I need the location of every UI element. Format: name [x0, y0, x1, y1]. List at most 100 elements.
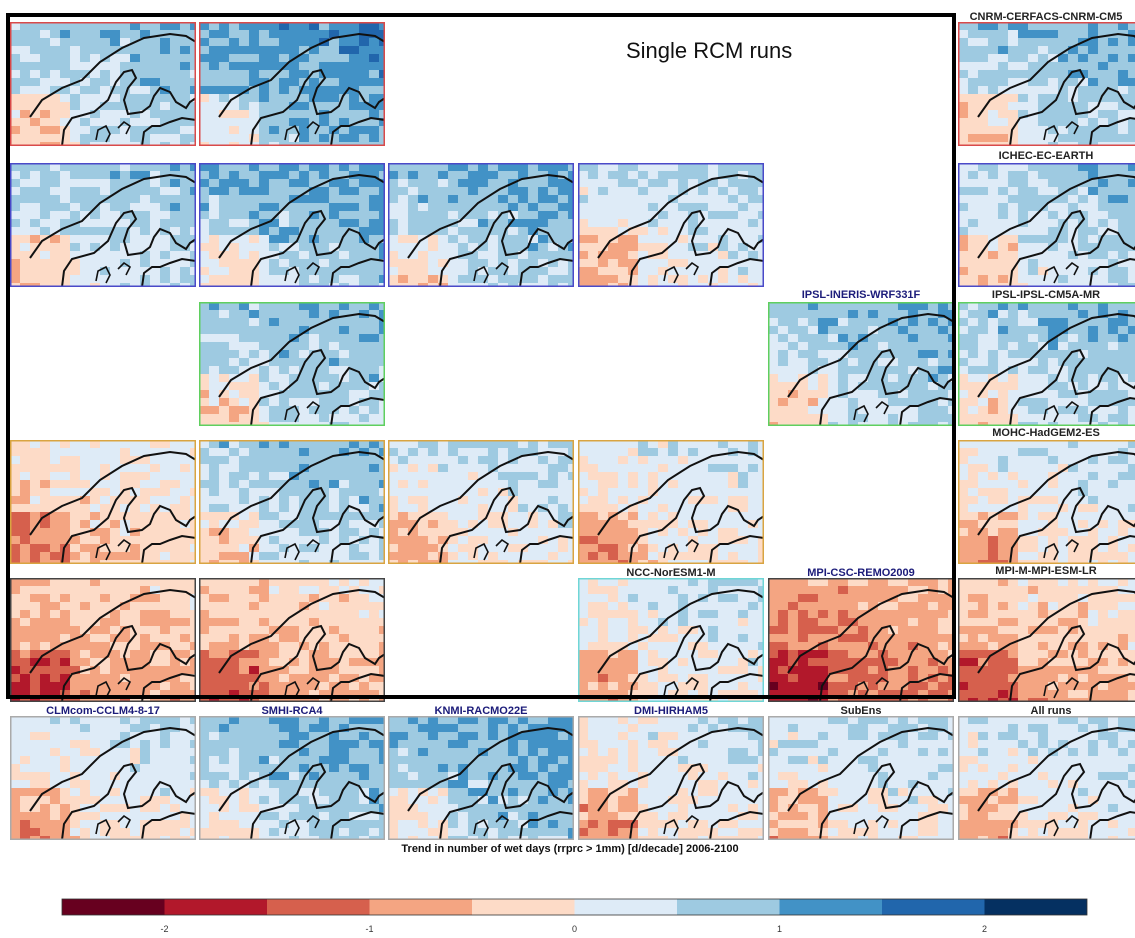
map-cell — [628, 488, 638, 496]
map-cell — [339, 251, 349, 259]
map-cell — [968, 78, 978, 86]
map-cell — [70, 560, 80, 564]
map-cell — [1048, 243, 1058, 251]
map-cell — [1118, 243, 1128, 251]
map-cell — [708, 440, 718, 448]
map-cell — [1068, 302, 1078, 310]
map-cell — [538, 203, 548, 211]
map-cell — [10, 472, 20, 480]
map-cell — [160, 102, 170, 110]
map-cell — [309, 464, 319, 472]
coastline — [117, 120, 132, 135]
map-cell — [738, 251, 748, 259]
map-cell — [120, 179, 130, 187]
map-cell — [1038, 448, 1048, 456]
map-cell — [438, 259, 448, 267]
map-cell — [50, 171, 60, 179]
map-cell — [858, 406, 868, 414]
map-cell — [1058, 203, 1068, 211]
map-cell — [50, 440, 60, 448]
map-cell — [708, 203, 718, 211]
map-cell — [120, 22, 130, 30]
map-cell — [279, 163, 289, 171]
map-cell — [1098, 171, 1108, 179]
map-cell — [170, 251, 180, 259]
map-cell — [438, 464, 448, 472]
map-cell — [868, 406, 878, 414]
panel-border — [199, 22, 385, 146]
map-cell — [1048, 179, 1058, 187]
map-cell — [1118, 227, 1128, 235]
map-cell — [638, 560, 648, 564]
map-cell — [538, 480, 548, 488]
map-cell — [738, 187, 748, 195]
map-cell — [1128, 283, 1135, 287]
map-cell — [190, 118, 196, 126]
map-cell — [50, 544, 60, 552]
map-cell — [329, 318, 339, 326]
map-cell — [498, 552, 508, 560]
map-cell — [40, 267, 50, 275]
map-cell — [30, 456, 40, 464]
map-cell — [968, 342, 978, 350]
map-cell — [249, 219, 259, 227]
map-cell — [90, 235, 100, 243]
map-cell — [60, 504, 70, 512]
map-cell — [279, 78, 289, 86]
map-cell — [269, 30, 279, 38]
map-cell — [180, 504, 190, 512]
map-cell — [658, 448, 668, 456]
map-cell — [239, 552, 249, 560]
map-cell — [418, 203, 428, 211]
map-cell — [758, 171, 764, 179]
map-cell — [1088, 195, 1098, 203]
map-cell — [359, 358, 369, 366]
map-cell — [30, 22, 40, 30]
map-cell — [1088, 94, 1098, 102]
map-cell — [1118, 326, 1128, 334]
map-cell — [868, 310, 878, 318]
map-cell — [319, 203, 329, 211]
map-cell — [269, 187, 279, 195]
map-cell — [638, 211, 648, 219]
map-cell — [778, 334, 788, 342]
map-cell — [209, 374, 219, 382]
map-cell — [359, 70, 369, 78]
map-cell — [508, 267, 518, 275]
map-cell — [428, 480, 438, 488]
map-cell — [359, 440, 369, 448]
map-cell — [498, 472, 508, 480]
map-cell — [668, 504, 678, 512]
map-cell — [219, 30, 229, 38]
map-cell — [1018, 382, 1028, 390]
map-cell — [918, 406, 928, 414]
map-cell — [359, 464, 369, 472]
map-cell — [379, 163, 385, 171]
map-cell — [958, 118, 968, 126]
map-cell — [249, 560, 259, 564]
map-cell — [219, 366, 229, 374]
map-cell — [428, 528, 438, 536]
map-cell — [1078, 118, 1088, 126]
map-cell — [269, 163, 279, 171]
map-cell — [498, 163, 508, 171]
map-cell — [618, 219, 628, 227]
map-cell — [448, 552, 458, 560]
map-cell — [1098, 78, 1108, 86]
map-cell — [988, 422, 998, 426]
map-cell — [818, 374, 828, 382]
map-cell — [1068, 366, 1078, 374]
map-cell — [568, 283, 574, 287]
map-cell — [1008, 342, 1018, 350]
map-cell — [1028, 560, 1038, 564]
map-cell — [388, 171, 398, 179]
map-cell — [938, 326, 948, 334]
map-cell — [1048, 187, 1058, 195]
map-cell — [349, 544, 359, 552]
map-cell — [70, 464, 80, 472]
map-cell — [968, 528, 978, 536]
map-cell — [369, 536, 379, 544]
map-cell — [10, 536, 20, 544]
map-cell — [1108, 110, 1118, 118]
map-cell — [558, 544, 568, 552]
